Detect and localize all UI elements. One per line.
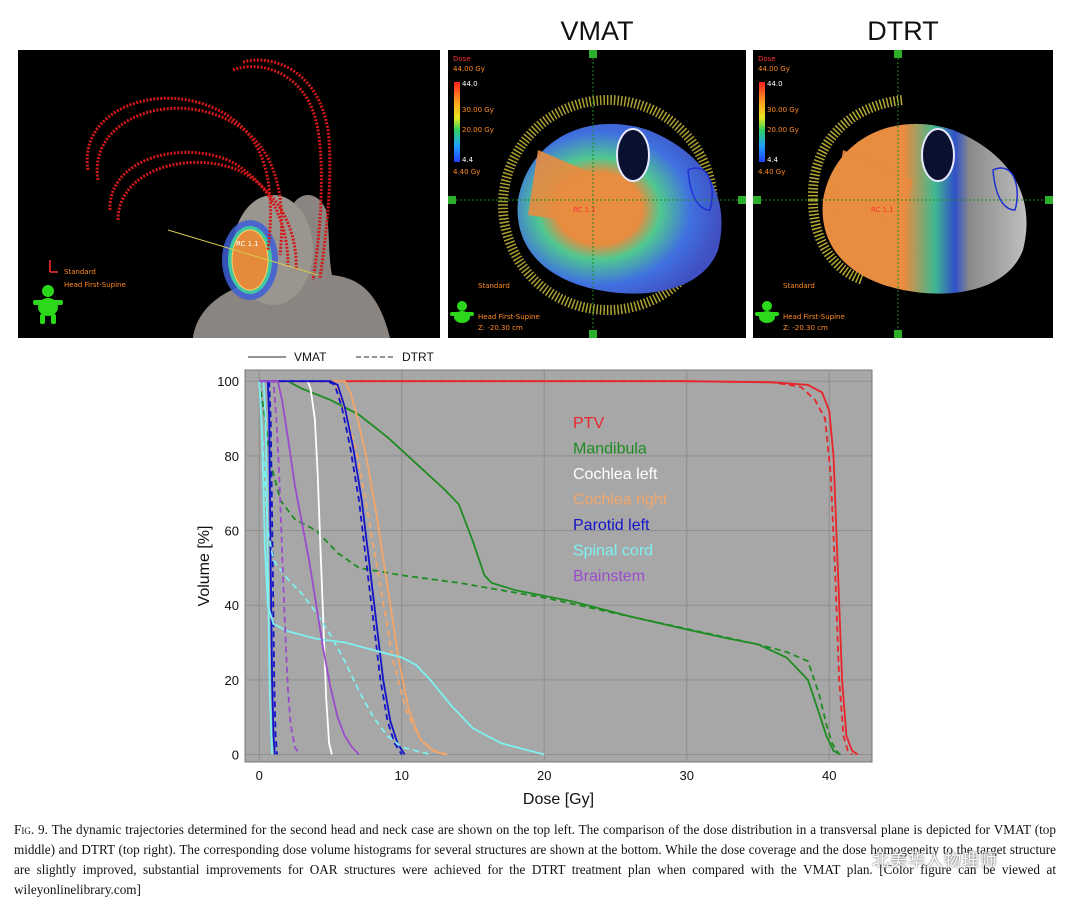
legend-item-cochlea-right: Cochlea right: [573, 492, 668, 509]
y-tick-label: 100: [217, 374, 239, 389]
legend-item-mandibula: Mandibula: [573, 441, 647, 458]
dtrt-arc-shape: [807, 95, 904, 201]
dtrt-level1-label: 30.00 Gy: [767, 106, 799, 114]
dtrt-dose-view: Dose 44.00 Gy 44.0 30.00 Gy 20.00 Gy 4.4…: [753, 50, 1053, 338]
dtrt-max-box: 44.00 Gy: [758, 65, 790, 73]
plot-grid: [245, 370, 872, 762]
dvh-line-cochlea-right-vmat: [259, 380, 445, 756]
dtrt-min-label: 4.4: [767, 156, 779, 164]
legend-item-spinal-cord: Spinal cord: [573, 543, 653, 560]
dvh-line-cochlea-right-dtrt: [259, 380, 448, 756]
dvh-line-ptv-dtrt: [259, 380, 853, 756]
x-axis-label: Dose [Gy]: [523, 791, 594, 808]
dvh-line-mandibula-dtrt: [258, 381, 840, 755]
dtrt-level2-label: 20.00 Gy: [767, 126, 799, 134]
x-tick-label: 20: [537, 768, 551, 783]
trajectory-arcs: [85, 58, 332, 281]
vmat-colorbar: [454, 82, 460, 162]
beam-line: [167, 229, 319, 276]
dtrt-orientation-icon: [755, 301, 779, 323]
dtrt-panel-title: DTRT: [867, 16, 939, 46]
caption-text: The dynamic trajectories determined for …: [14, 822, 1056, 897]
vmat-level1-label: 30.00 Gy: [462, 106, 494, 114]
dvh-line-cochlea-left-vmat: [259, 380, 333, 755]
dtrt-min-box: 4.40 Gy: [758, 168, 786, 176]
dvh-line-mandibula-vmat: [259, 380, 842, 756]
x-tick-label: 0: [256, 768, 263, 783]
vmat-max-label: 44.0: [462, 80, 478, 88]
legend-inside: PTV Mandibula Cochlea left Cochlea right Par…: [573, 415, 668, 585]
target-tag: RC 1.1: [236, 240, 259, 248]
dvh-line-parotid-left-dtrt: [259, 380, 278, 755]
figure-number: Fig. 9.: [14, 822, 48, 837]
legend-top-label-dtrt: DTRT: [402, 350, 434, 364]
figure-caption: Fig. 9. The dynamic trajectories determi…: [14, 820, 1056, 900]
x-tick-label: 30: [680, 768, 694, 783]
vmat-orientation-label: Standard: [478, 282, 510, 290]
dvh-line-spinal-cord-dtrt: [258, 381, 431, 756]
legend-item-parotid-left: Parotid left: [573, 517, 650, 534]
y-tick-label: 80: [225, 449, 239, 464]
vmat-min-box: 4.40 Gy: [453, 168, 481, 176]
y-tick-label: 40: [225, 598, 239, 613]
dvh-line-parotid-left-dtrt: [259, 380, 403, 755]
dtrt-dose-label: Dose: [758, 55, 776, 63]
dtrt-colorbar: [759, 82, 765, 162]
dvh-chart: VMAT DTRT 0 10 20 30 40 0 20 40 60 80 100 PTV Mandib…: [196, 350, 873, 808]
position-label: Head First-Supine: [64, 281, 126, 289]
legend-item-ptv: PTV: [573, 415, 604, 432]
dvh-line-brainstem-dtrt: [259, 380, 300, 755]
vmat-z-label: Z: -20.30 cm: [478, 324, 523, 332]
vmat-orientation-icon: [450, 301, 474, 323]
dtrt-target-tag: RC 1.1: [871, 206, 894, 214]
dtrt-ptv-shape: [833, 150, 913, 225]
legend-item-brainstem: Brainstem: [573, 568, 645, 585]
y-tick-label: 0: [232, 748, 239, 763]
y-tick-label: 20: [225, 673, 239, 688]
dvh-line-parotid-left-vmat: [259, 380, 406, 755]
x-tick-label: 10: [395, 768, 409, 783]
vmat-target-tag: RC 1.1: [573, 206, 596, 214]
legend-item-cochlea-left: Cochlea left: [573, 466, 658, 483]
ptv-target-shape: [231, 229, 269, 291]
vmat-dose-view: Dose 44.00 Gy 44.0 30.00 Gy 20.00 Gy 4.4…: [448, 50, 746, 338]
trajectory-3d-view: RC 1.1 Standard Head First-Supine: [18, 50, 440, 338]
orientation-label: Standard: [64, 268, 96, 276]
vmat-dose-label: Dose: [453, 55, 471, 63]
plot-area: [244, 369, 873, 763]
patient-orientation-icon: [33, 285, 63, 324]
vmat-max-box: 44.00 Gy: [453, 65, 485, 73]
vmat-position-label: Head First-Supine: [478, 313, 540, 321]
vmat-level2-label: 20.00 Gy: [462, 126, 494, 134]
dvh-line-spinal-cord-vmat: [258, 381, 545, 756]
vmat-min-label: 4.4: [462, 156, 474, 164]
series-layer: [258, 380, 859, 756]
y-axis-label: Volume [%]: [196, 526, 213, 607]
y-tick-label: 60: [225, 524, 239, 539]
dtrt-z-label: Z: -20.30 cm: [783, 324, 828, 332]
watermark-text: 北美华人物理师: [872, 851, 998, 871]
legend-top-label-vmat: VMAT: [294, 350, 327, 364]
dtrt-dose-render: [753, 50, 1053, 338]
axis-ticks: 0 10 20 30 40 0 20 40 60 80 100: [217, 374, 836, 783]
vmat-ptv-shape: [528, 150, 608, 225]
vmat-dose-render: [448, 50, 746, 338]
vmat-panel-title: VMAT: [560, 16, 634, 46]
dtrt-orientation-label: Standard: [783, 282, 815, 290]
legend-top: VMAT DTRT: [248, 350, 434, 364]
dvh-line-brainstem-vmat: [259, 380, 360, 756]
dtrt-position-label: Head First-Supine: [783, 313, 845, 321]
dtrt-max-label: 44.0: [767, 80, 783, 88]
dvh-line-ptv-vmat: [259, 380, 859, 756]
x-tick-label: 40: [822, 768, 836, 783]
trajectory-render: [33, 58, 390, 338]
